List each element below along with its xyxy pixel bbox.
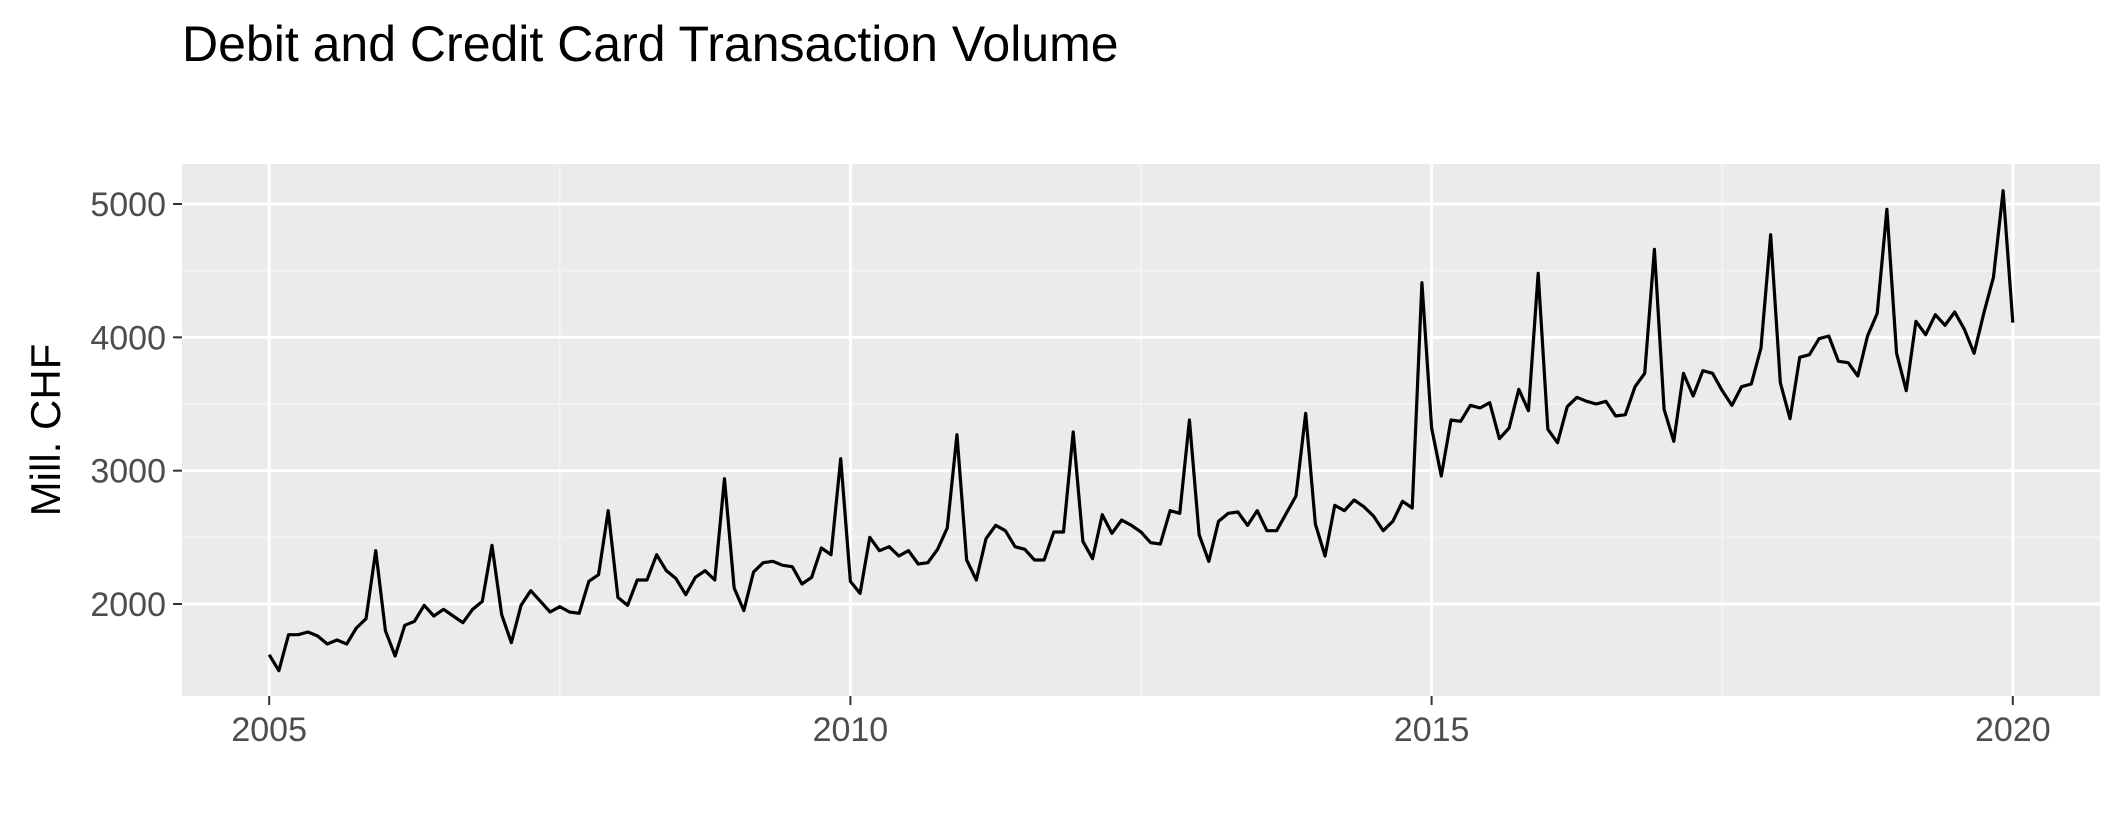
minor-gridlines <box>182 164 2100 696</box>
series-group <box>267 189 2015 673</box>
x-tick-label: 2020 <box>1975 711 2051 749</box>
series-line <box>267 189 2015 673</box>
y-axis: 2000 3000 4000 5000 <box>90 186 182 624</box>
y-tick-label: 3000 <box>90 453 166 491</box>
y-tick-label: 5000 <box>90 186 166 224</box>
x-tick-label: 2005 <box>231 711 307 749</box>
y-axis-title: Mill. CHF <box>22 344 69 517</box>
x-tick-label: 2010 <box>813 711 889 749</box>
x-axis: 2005 2010 2015 2020 <box>231 696 2051 749</box>
y-tick-label: 2000 <box>90 586 166 624</box>
x-tick-label: 2015 <box>1394 711 1470 749</box>
chart-title: Debit and Credit Card Transaction Volume <box>182 16 1119 72</box>
major-gridlines <box>182 164 2100 696</box>
y-tick-label: 4000 <box>90 319 166 357</box>
